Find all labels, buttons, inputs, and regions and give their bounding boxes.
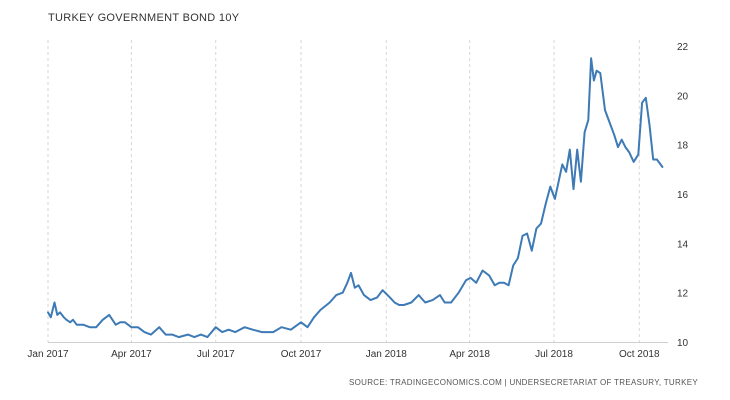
chart-source: SOURCE: TRADINGECONOMICS.COM | UNDERSECR…	[348, 378, 698, 387]
x-tick-label: Jan 2017	[27, 349, 69, 360]
y-tick-label: 18	[677, 141, 689, 152]
series-line-0	[47, 57, 664, 339]
y-tick-label: 16	[677, 190, 689, 201]
x-tick-label: Jul 2018	[535, 349, 573, 360]
x-tick-label: Jan 2018	[366, 349, 408, 360]
series-layer	[47, 57, 664, 339]
y-tick-label: 20	[677, 91, 689, 102]
x-tick-labels: Jan 2017 Apr 2017 Jul 2017 Oct 2017 Jan 2018…	[27, 349, 660, 360]
x-tick-label: Oct 2017	[281, 349, 322, 360]
y-tick-labels: 10 12 14 16 18 20 22	[677, 42, 689, 349]
y-tick-label: 22	[677, 42, 689, 53]
y-tick-label: 12	[677, 289, 689, 300]
y-tick-label: 14	[677, 239, 689, 250]
grid-layer	[47, 40, 668, 343]
x-tick-label: Apr 2018	[449, 349, 490, 360]
x-tick-label: Jul 2017	[197, 349, 235, 360]
chart-title: TURKEY GOVERNMENT BOND 10Y	[48, 12, 240, 24]
y-tick-label: 10	[677, 338, 689, 349]
x-tick-label: Oct 2018	[619, 349, 660, 360]
x-tick-label: Apr 2017	[111, 349, 152, 360]
